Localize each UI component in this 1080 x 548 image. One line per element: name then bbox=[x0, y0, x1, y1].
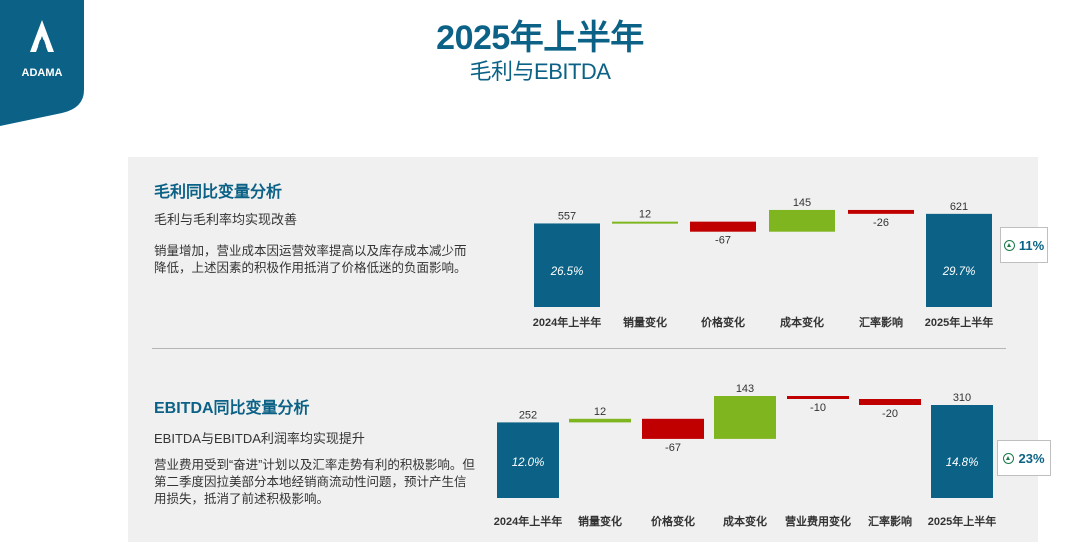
value-label: -26 bbox=[873, 217, 889, 229]
waterfall-bar bbox=[931, 405, 993, 498]
margin-label: 26.5% bbox=[550, 266, 584, 278]
category-label: 成本变化 bbox=[780, 315, 824, 329]
category-label: 2024年上半年 bbox=[533, 315, 601, 329]
margin-label: 14.8% bbox=[946, 457, 979, 469]
arrow-up-circle-icon bbox=[1003, 239, 1015, 251]
category-label: 销量变化 bbox=[623, 315, 667, 329]
title-block: 2025年上半年 毛利与EBITDA bbox=[0, 18, 1080, 86]
value-label: 12 bbox=[594, 406, 606, 418]
margin-label: 29.7% bbox=[942, 266, 976, 278]
section1-subtitle: 毛利与毛利率均实现改善 bbox=[154, 212, 298, 227]
waterfall-bar bbox=[534, 223, 600, 307]
logo-text: ADAMA bbox=[22, 67, 63, 79]
waterfall-bar bbox=[848, 209, 914, 214]
waterfall-bar bbox=[497, 422, 559, 498]
value-label: 12 bbox=[639, 209, 651, 221]
category-label: 汇率影响 bbox=[868, 514, 912, 528]
category-label: 2025年上半年 bbox=[925, 315, 993, 329]
section1-growth-badge: 11% bbox=[1000, 227, 1048, 263]
category-label: 成本变化 bbox=[723, 514, 767, 528]
value-label: 252 bbox=[519, 409, 537, 421]
value-label: -20 bbox=[882, 408, 898, 420]
waterfall-bar bbox=[690, 221, 756, 232]
waterfall-bar bbox=[787, 396, 849, 399]
value-label: -10 bbox=[810, 402, 826, 414]
section2-description: 营业费用受到“奋进”计划以及汇率走势有利的积极影响。但第二季度因拉美部分本地经销… bbox=[154, 458, 475, 506]
value-label: 557 bbox=[558, 210, 576, 222]
page-title: 2025年上半年 bbox=[436, 19, 644, 57]
adama-logo: ADAMA bbox=[0, 0, 84, 126]
waterfall-bar bbox=[714, 396, 776, 439]
section1-title: 毛利同比变量分析 bbox=[154, 184, 283, 201]
value-label: 145 bbox=[793, 197, 811, 209]
waterfall-bar bbox=[769, 209, 835, 232]
value-label: -67 bbox=[665, 442, 681, 454]
content-panel bbox=[128, 157, 1038, 542]
section2-growth-badge: 23% bbox=[997, 440, 1051, 476]
margin-label: 12.0% bbox=[512, 457, 545, 469]
value-label: -67 bbox=[715, 235, 731, 247]
section1-growth-value: 11% bbox=[1018, 237, 1045, 253]
section1-description: 销量增加，营业成本因运营效率提高以及库存成本减少而降低，上述因素的积极作用抵消了… bbox=[154, 244, 467, 275]
logo-a-icon bbox=[30, 20, 54, 52]
category-label: 价格变化 bbox=[701, 315, 745, 329]
category-label: 2025年上半年 bbox=[928, 514, 996, 528]
category-label: 销量变化 bbox=[578, 514, 622, 528]
waterfall-bar bbox=[612, 221, 678, 224]
waterfall-bar bbox=[642, 418, 704, 439]
waterfall-bar bbox=[926, 213, 992, 307]
section-divider bbox=[152, 348, 1006, 349]
category-label: 2024年上半年 bbox=[494, 514, 562, 528]
waterfall-bar bbox=[859, 399, 921, 405]
page-subtitle: 毛利与EBITDA bbox=[469, 59, 611, 84]
value-label: 310 bbox=[953, 392, 971, 404]
section2-title: EBITDA同比变量分析 bbox=[154, 400, 310, 417]
value-label: 621 bbox=[950, 201, 968, 213]
category-label: 营业费用变化 bbox=[785, 514, 851, 528]
waterfall-bar bbox=[569, 418, 631, 423]
section2-subtitle: EBITDA与EBITDA利润率均实现提升 bbox=[154, 431, 365, 446]
category-label: 汇率影响 bbox=[859, 315, 903, 329]
category-label: 价格变化 bbox=[651, 514, 695, 528]
value-label: 143 bbox=[736, 383, 754, 395]
arrow-up-circle-icon bbox=[1003, 452, 1015, 464]
section2-growth-value: 23% bbox=[1018, 450, 1045, 466]
